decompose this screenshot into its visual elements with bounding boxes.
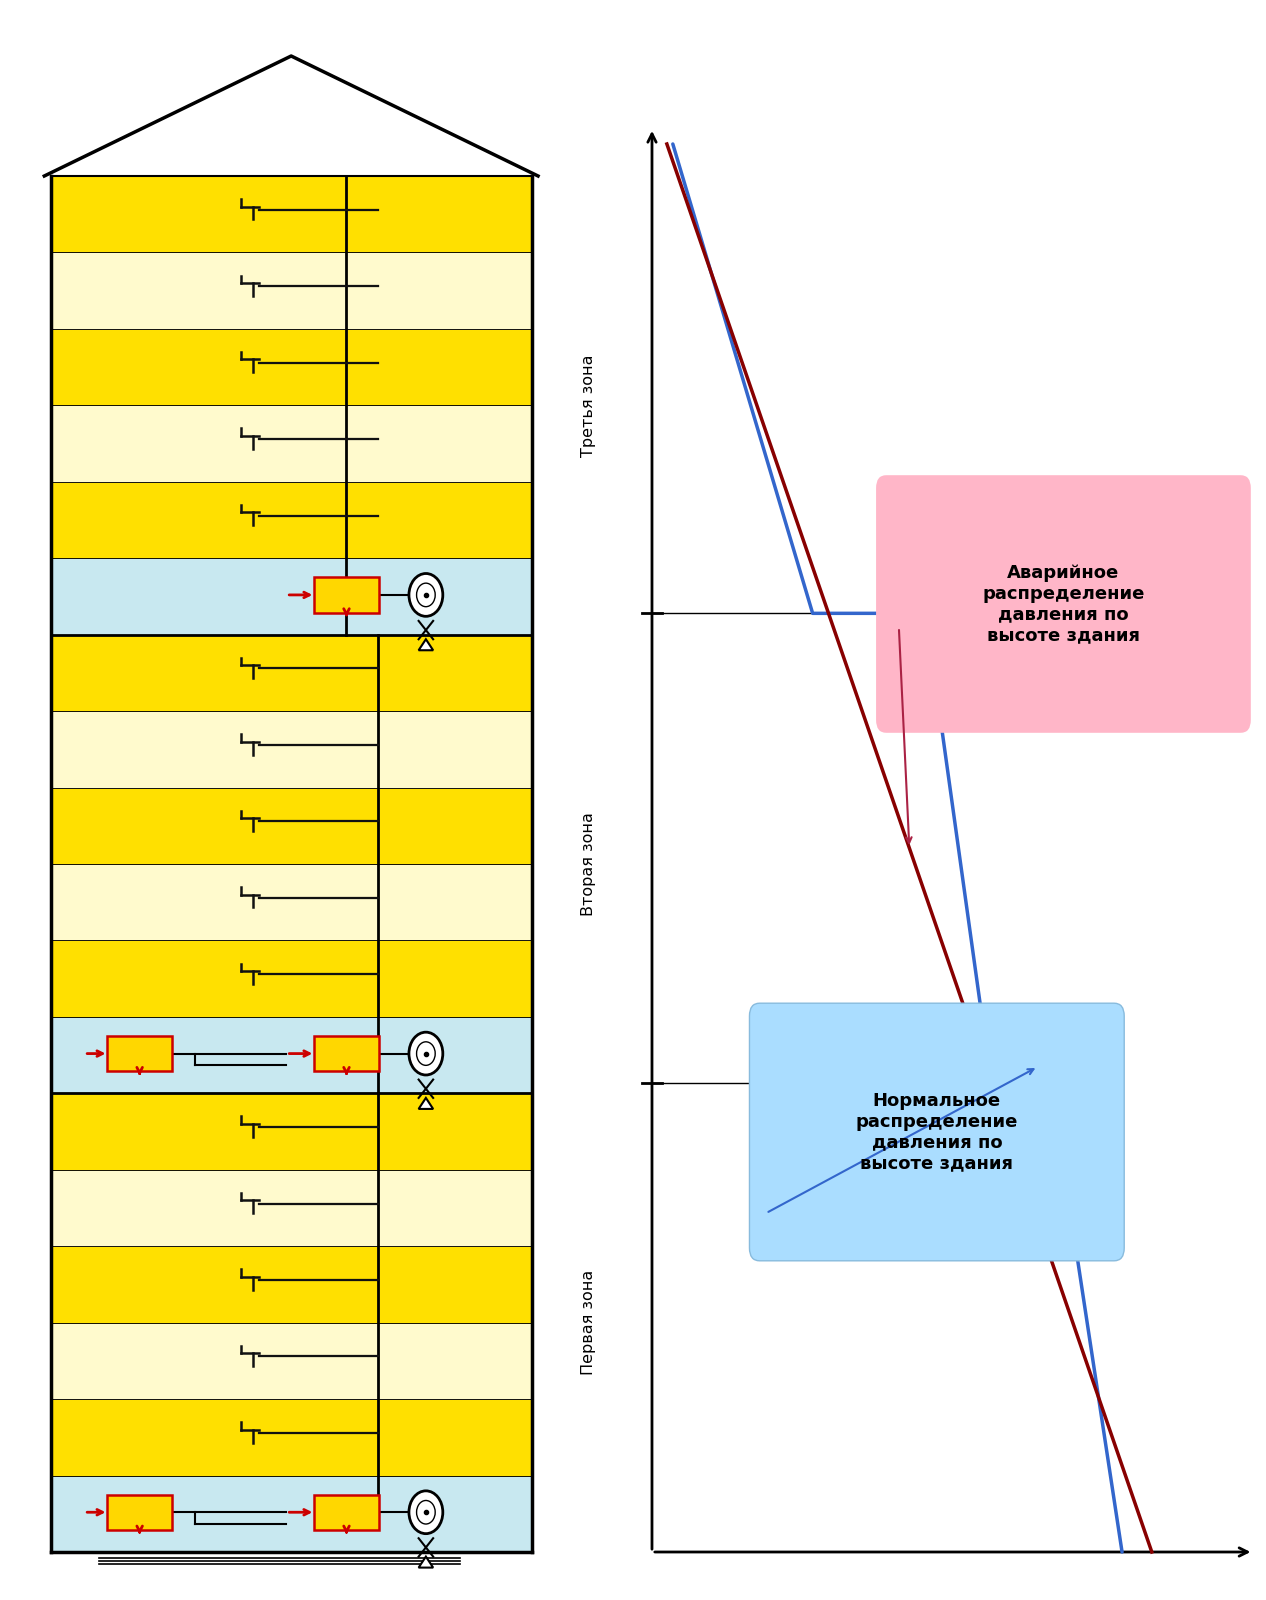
- Polygon shape: [419, 640, 433, 650]
- Polygon shape: [419, 1557, 433, 1568]
- Bar: [51, 710, 532, 787]
- Bar: [51, 330, 532, 405]
- Bar: [51, 1170, 532, 1246]
- Circle shape: [409, 1032, 443, 1075]
- Bar: [51, 1398, 532, 1475]
- Circle shape: [409, 1491, 443, 1534]
- Text: Первая зона: Первая зона: [581, 1270, 596, 1376]
- Polygon shape: [419, 1098, 433, 1109]
- Text: Вторая зона: Вторая зона: [581, 813, 596, 915]
- FancyBboxPatch shape: [314, 1494, 379, 1530]
- Bar: [51, 864, 532, 941]
- Bar: [51, 176, 532, 253]
- Bar: [51, 635, 532, 710]
- Bar: [51, 482, 532, 558]
- Text: Нормальное
распределение
давления по
высоте здания: Нормальное распределение давления по выс…: [856, 1091, 1018, 1173]
- Bar: [51, 787, 532, 864]
- Bar: [51, 1093, 532, 1170]
- Bar: [51, 941, 532, 1018]
- Bar: [51, 1475, 532, 1552]
- Text: Третья зона: Третья зона: [581, 354, 596, 456]
- Bar: [51, 1018, 532, 1093]
- Bar: [51, 1323, 532, 1398]
- Circle shape: [409, 573, 443, 616]
- FancyBboxPatch shape: [749, 1003, 1124, 1261]
- Bar: [51, 1246, 532, 1323]
- FancyBboxPatch shape: [314, 578, 379, 613]
- FancyBboxPatch shape: [108, 1494, 172, 1530]
- FancyBboxPatch shape: [876, 475, 1251, 733]
- Bar: [51, 405, 532, 482]
- FancyBboxPatch shape: [314, 1035, 379, 1072]
- Bar: [51, 558, 532, 635]
- Text: Аварийное
распределение
давления по
высоте здания: Аварийное распределение давления по высо…: [982, 563, 1144, 645]
- FancyBboxPatch shape: [108, 1035, 172, 1072]
- Bar: [51, 253, 532, 330]
